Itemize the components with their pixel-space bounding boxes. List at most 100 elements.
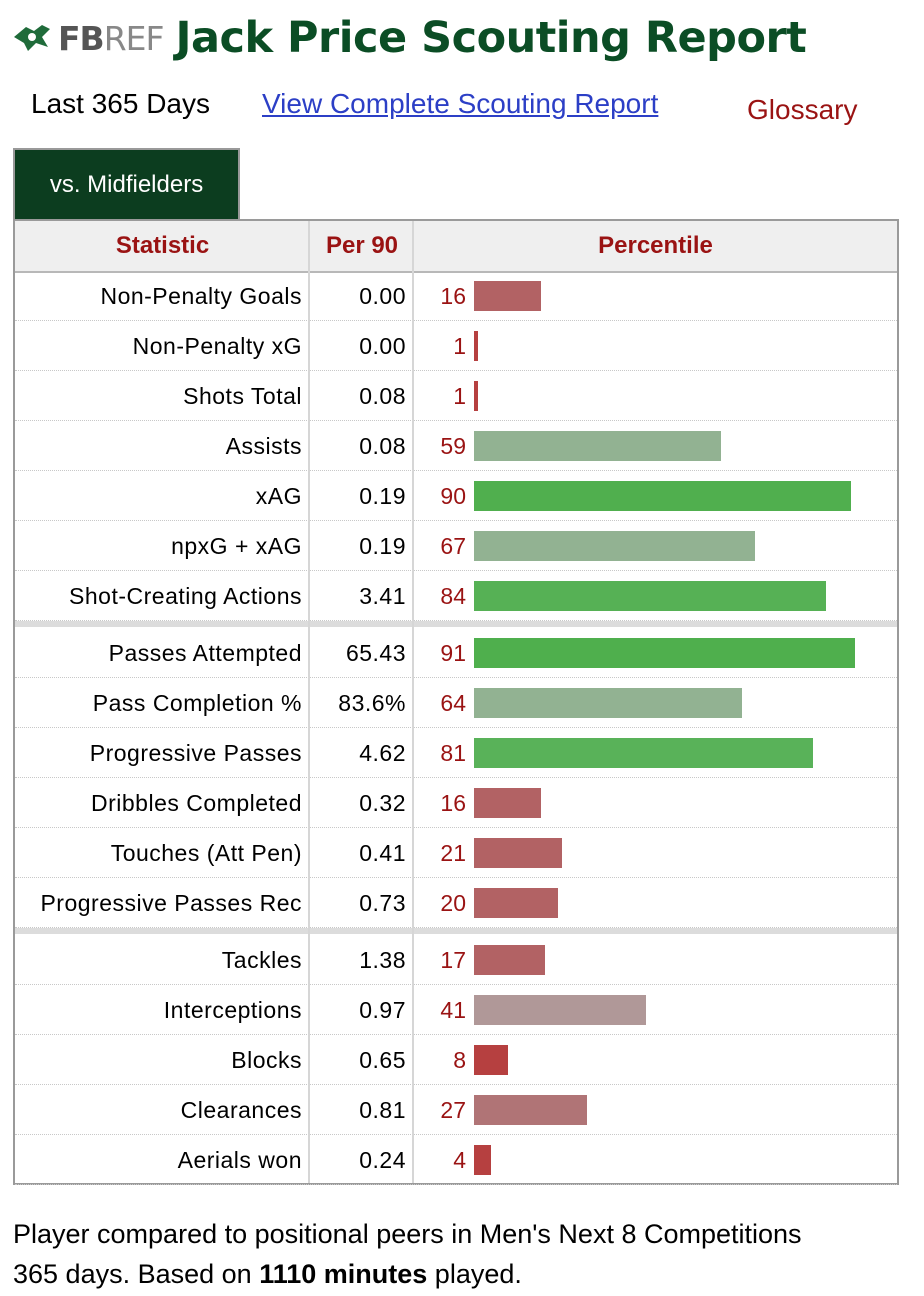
tab-vs-midfielders[interactable]: vs. Midfielders <box>13 148 240 219</box>
table-row: Aerials won 0.24 4 <box>15 1135 897 1185</box>
table-row: Interceptions 0.97 41 <box>15 985 897 1035</box>
stat-name: Non-Penalty Goals <box>100 283 302 309</box>
percentile-bar <box>474 281 541 311</box>
stat-name: Shot-Creating Actions <box>69 583 302 609</box>
table-row: Assists 0.08 59 <box>15 421 897 471</box>
stat-name: Progressive Passes <box>89 740 302 766</box>
percentile-value: 84 <box>440 583 466 609</box>
percentile-bar <box>474 331 478 361</box>
logo-ref-text: REF <box>103 18 165 58</box>
column-divider <box>412 221 414 1183</box>
table-row: Passes Attempted 65.43 91 <box>15 628 897 678</box>
percentile-bar <box>474 1095 587 1125</box>
per90-value: 0.24 <box>359 1147 406 1173</box>
stat-name: Blocks <box>231 1047 302 1073</box>
table-row: npxG + xAG 0.19 67 <box>15 521 897 571</box>
percentile-bar <box>474 1145 491 1175</box>
header-percentile[interactable]: Percentile <box>598 232 713 259</box>
page-title: Jack Price Scouting Report <box>175 13 807 63</box>
percentile-bar <box>474 838 562 868</box>
percentile-value: 16 <box>440 790 466 816</box>
table-header: Statistic Per 90 Percentile <box>15 221 897 273</box>
percentile-value: 81 <box>440 740 466 766</box>
fbref-logo[interactable]: FB REF <box>12 18 165 58</box>
percentile-bar <box>474 638 855 668</box>
per90-value: 0.19 <box>359 533 406 559</box>
percentile-value: 16 <box>440 283 466 309</box>
stat-name: Passes Attempted <box>108 640 302 666</box>
stat-name: Pass Completion % <box>92 690 302 716</box>
percentile-value: 59 <box>440 433 466 459</box>
percentile-value: 41 <box>440 997 466 1023</box>
percentile-bar <box>474 1045 508 1075</box>
table-row: Non-Penalty xG 0.00 1 <box>15 321 897 371</box>
footer-note: Player compared to positional peers in M… <box>13 1214 918 1294</box>
stat-name: Touches (Att Pen) <box>110 840 302 866</box>
column-divider <box>308 221 310 1183</box>
glossary-link[interactable]: Glossary <box>747 94 858 125</box>
percentile-bar <box>474 888 558 918</box>
per90-value: 65.43 <box>345 640 406 666</box>
percentile-value: 1 <box>453 333 466 359</box>
per90-value: 83.6% <box>338 690 406 716</box>
percentile-bar <box>474 581 826 611</box>
table-row: Touches (Att Pen) 0.41 21 <box>15 828 897 878</box>
table-row: Dribbles Completed 0.32 16 <box>15 778 897 828</box>
per90-value: 0.65 <box>359 1047 406 1073</box>
scouting-table: Statistic Per 90 Percentile Non-Penalty … <box>13 219 899 1185</box>
percentile-bar <box>474 788 541 818</box>
percentile-value: 8 <box>453 1047 466 1073</box>
per90-value: 0.81 <box>359 1097 406 1123</box>
per90-value: 0.00 <box>359 333 406 359</box>
percentile-value: 1 <box>453 383 466 409</box>
percentile-value: 67 <box>440 533 466 559</box>
percentile-bar <box>474 481 851 511</box>
percentile-value: 4 <box>453 1147 466 1173</box>
percentile-bar <box>474 531 755 561</box>
header-statistic[interactable]: Statistic <box>115 232 210 259</box>
footer-text-end: played. <box>427 1259 522 1289</box>
stat-name: Tackles <box>221 947 302 973</box>
percentile-value: 64 <box>440 690 466 716</box>
percentile-bar <box>474 688 742 718</box>
group-separator <box>15 621 897 627</box>
stat-name: npxG + xAG <box>171 533 302 559</box>
stat-name: Aerials won <box>177 1147 302 1173</box>
per90-value: 4.62 <box>359 740 406 766</box>
table-row: Tackles 1.38 17 <box>15 935 897 985</box>
subnav: Last 365 Days View Complete Scouting Rep… <box>31 88 911 132</box>
period-label: Last 365 Days <box>31 88 210 119</box>
footer-text: 365 days. Based on <box>13 1259 260 1289</box>
per90-value: 0.32 <box>359 790 406 816</box>
percentile-value: 27 <box>440 1097 466 1123</box>
percentile-value: 20 <box>440 890 466 916</box>
percentile-value: 90 <box>440 483 466 509</box>
per90-value: 0.41 <box>359 840 406 866</box>
stat-name: xAG <box>255 483 302 509</box>
table-row: Blocks 0.65 8 <box>15 1035 897 1085</box>
stat-name: Assists <box>225 433 302 459</box>
footer-line-2: 365 days. Based on 1110 minutes played. <box>13 1254 918 1294</box>
percentile-bar <box>474 995 646 1025</box>
group-separator <box>15 928 897 934</box>
per90-value: 0.73 <box>359 890 406 916</box>
table-row: Pass Completion % 83.6% 64 <box>15 678 897 728</box>
stat-name: Interceptions <box>163 997 302 1023</box>
per90-value: 0.19 <box>359 483 406 509</box>
per90-value: 0.08 <box>359 383 406 409</box>
complete-report-link[interactable]: View Complete Scouting Report <box>262 88 659 119</box>
per90-value: 3.41 <box>359 583 406 609</box>
per90-value: 0.00 <box>359 283 406 309</box>
stat-name: Shots Total <box>183 383 302 409</box>
percentile-bar <box>474 381 478 411</box>
table-row: Shot-Creating Actions 3.41 84 <box>15 571 897 621</box>
fbref-logo-icon <box>14 25 50 51</box>
header-per90[interactable]: Per 90 <box>325 232 399 259</box>
table-row: Clearances 0.81 27 <box>15 1085 897 1135</box>
table-row: Shots Total 0.08 1 <box>15 371 897 421</box>
table-row: Progressive Passes 4.62 81 <box>15 728 897 778</box>
footer-minutes: 1110 minutes <box>259 1259 428 1289</box>
percentile-bar <box>474 431 721 461</box>
table-row: Non-Penalty Goals 0.00 16 <box>15 271 897 321</box>
per90-value: 1.38 <box>359 947 406 973</box>
